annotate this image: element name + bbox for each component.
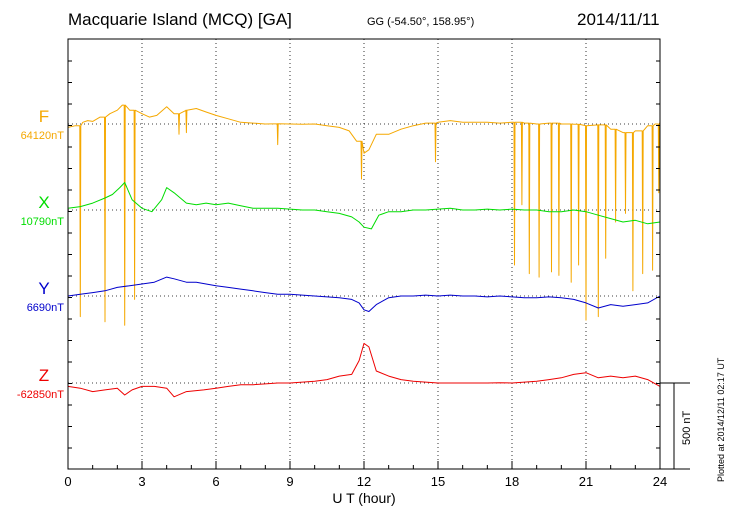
series-name-Y: Y (38, 279, 49, 298)
tick-layer (67, 60, 661, 469)
plot-date: 2014/11/11 (577, 10, 660, 29)
scale-bar-label: 500 nT (681, 410, 693, 445)
series-baseline-X: 10790nT (21, 216, 65, 228)
series-layer (67, 104, 661, 398)
x-axis-label: U T (hour) (332, 490, 395, 506)
plotted-timestamp: Plotted at 2014/12/11 02:17 UT (716, 357, 726, 482)
label-layer: 0 3 6 9 12 15 18 21 24 F 64120nT X 10790nT Y 6690nT Z -6… (17, 107, 667, 489)
series-line-Y (67, 276, 661, 312)
x-tick-label-0: 0 (64, 474, 71, 489)
station-title: Macquarie Island (MCQ) [GA] (68, 10, 292, 29)
x-tick-label-6: 6 (212, 474, 219, 489)
x-tick-label-12: 12 (357, 474, 371, 489)
series-line-X (67, 182, 661, 230)
station-coordinates: GG (-54.50°, 158.95°) (367, 16, 475, 28)
grid-layer (68, 39, 660, 469)
series-baseline-F: 64120nT (21, 130, 65, 142)
x-tick-label-21: 21 (579, 474, 593, 489)
series-name-F: F (39, 107, 49, 126)
series-baseline-Y: 6690nT (27, 302, 65, 314)
x-tick-label-15: 15 (431, 474, 445, 489)
series-baseline-Z: -62850nT (17, 389, 64, 401)
x-tick-label-9: 9 (286, 474, 293, 489)
series-name-Z: Z (39, 366, 49, 385)
x-tick-label-18: 18 (505, 474, 519, 489)
x-tick-label-3: 3 (138, 474, 145, 489)
series-line-F (67, 104, 661, 326)
series-name-X: X (38, 193, 49, 212)
series-line-Z (67, 342, 661, 398)
x-tick-label-24: 24 (653, 474, 667, 489)
scale-bar: 500 nT (660, 382, 693, 470)
